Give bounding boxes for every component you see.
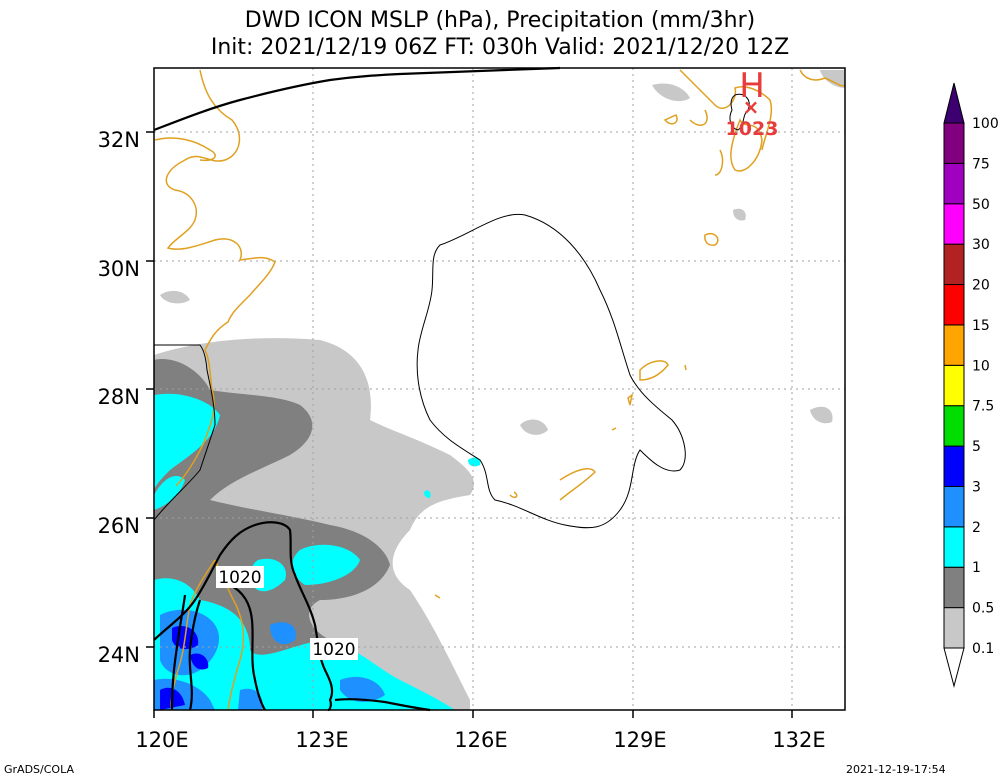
y-tick-32N: 32N <box>98 128 140 152</box>
isobar-1020-west <box>153 521 334 712</box>
map-title-line2: Init: 2021/12/19 06Z FT: 030h Valid: 202… <box>210 35 790 60</box>
high-value: 1023 <box>726 118 779 140</box>
isobar-thin-west <box>153 344 216 521</box>
legend-color-box <box>943 284 965 326</box>
legend-top-triangle <box>943 82 965 124</box>
precipitation-field <box>154 70 845 710</box>
isobar-thin-area <box>416 213 686 529</box>
china-coast <box>165 69 276 487</box>
axis-labels: 120E 123E 126E 129E 132E 24N 26N 28N 30N… <box>98 128 826 752</box>
legend-color-box <box>943 203 965 245</box>
legend-color-box <box>943 122 965 164</box>
legend-level-label: 30 <box>972 237 990 253</box>
isobars <box>153 66 750 712</box>
isobar-labels: 1020 1020 <box>216 566 358 660</box>
isobar-label-1020-b: 1020 <box>312 640 355 660</box>
isobar-thin-north <box>729 93 750 131</box>
footer-timestamp: 2021-12-19-17:54 <box>846 763 946 776</box>
legend-level-label: 50 <box>972 197 990 213</box>
legend-color-box <box>943 566 965 609</box>
precip-area-cyan <box>154 393 220 490</box>
axis-ticks <box>146 131 793 718</box>
legend-level-label: 15 <box>972 318 990 334</box>
x-tick-120E: 120E <box>135 728 188 752</box>
legend-bottom-triangle <box>943 647 965 688</box>
legend-color-box <box>943 526 965 568</box>
ryukyu-islands <box>434 109 763 599</box>
legend-color-box <box>943 162 965 205</box>
x-tick-123E: 123E <box>295 728 348 752</box>
x-tick-126E: 126E <box>454 728 507 752</box>
legend-level-label: 75 <box>972 156 990 172</box>
legend-level-label: 0.5 <box>972 601 994 617</box>
x-tick-129E: 129E <box>613 728 666 752</box>
high-pressure-center: H × 1023 <box>726 66 779 140</box>
map-title-line1: DWD ICON MSLP (hPa), Precipitation (mm/3… <box>244 8 756 33</box>
legend-color-box <box>943 243 965 286</box>
isobar-thick-north <box>153 66 561 132</box>
isobar-1020-inner <box>170 584 266 711</box>
legend-color-box <box>943 607 965 649</box>
legend-level-label: 2 <box>972 520 981 536</box>
high-marker-x: × <box>743 95 760 119</box>
y-tick-24N: 24N <box>98 643 140 667</box>
legend-color-box <box>943 405 965 447</box>
legend-level-label: 100 <box>972 116 999 132</box>
footer-software: GrADS/COLA <box>4 763 74 776</box>
legend-level-label: 1 <box>972 560 981 576</box>
legend-color-box <box>943 485 965 528</box>
precip-color-legend: 0.1 0.5 1 2 3 5 7.5 10 15 20 30 50 75 100 <box>943 82 999 688</box>
legend-level-label: 10 <box>972 358 990 374</box>
kyushu-coast <box>679 69 846 151</box>
y-tick-26N: 26N <box>98 514 140 538</box>
legend-level-label: 5 <box>972 439 981 455</box>
yangtze-delta <box>154 137 216 162</box>
isobar-1020-south <box>334 698 431 712</box>
y-tick-30N: 30N <box>98 257 140 281</box>
high-symbol: H <box>739 66 765 106</box>
legend-level-label: 7.5 <box>972 399 994 415</box>
y-tick-28N: 28N <box>98 385 140 409</box>
x-tick-132E: 132E <box>772 728 825 752</box>
legend-level-label: 0.1 <box>972 641 994 657</box>
gridlines <box>154 68 845 710</box>
legend-color-box <box>943 445 965 487</box>
legend-color-box <box>943 324 965 366</box>
isobar-label-1020-a: 1020 <box>218 568 261 588</box>
legend-level-label: 20 <box>972 278 990 294</box>
legend-level-label: 3 <box>972 479 981 495</box>
legend-color-box <box>943 364 965 407</box>
